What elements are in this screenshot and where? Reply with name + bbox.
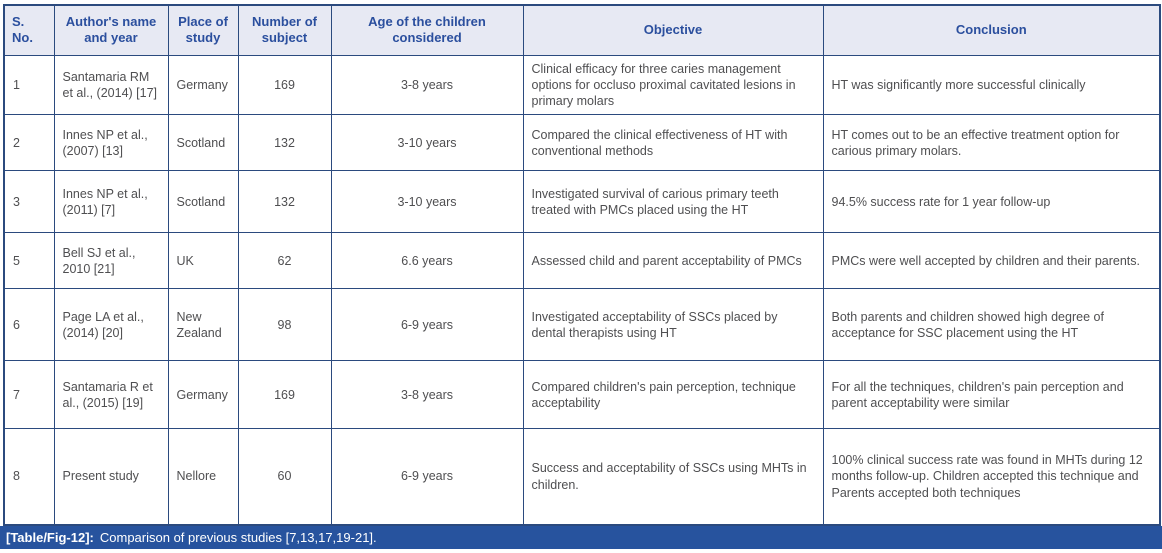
cell-author: Innes NP et al., (2011) [7]	[53, 170, 169, 234]
cell-place: Germany	[167, 54, 239, 116]
cell-place: UK	[167, 232, 239, 290]
cell-age: 6.6 years	[330, 232, 524, 290]
cell-age: 3-10 years	[330, 114, 524, 172]
cell-conclusion: Both parents and children showed high de…	[822, 288, 1161, 362]
cell-age: 3-8 years	[330, 360, 524, 430]
cell-objective: Investigated survival of carious primary…	[522, 170, 824, 234]
comparison-table: S. No. Author's name and year Place of s…	[3, 4, 1161, 526]
cell-subjects: 62	[237, 232, 332, 290]
table-row: 8 Present study Nellore 60 6-9 years Suc…	[3, 428, 1161, 526]
header-conclusion: Conclusion	[822, 4, 1161, 56]
cell-subjects: 132	[237, 114, 332, 172]
cell-conclusion: 94.5% success rate for 1 year follow-up	[822, 170, 1161, 234]
header-age: Age of the children considered	[330, 4, 524, 56]
cell-author: Innes NP et al., (2007) [13]	[53, 114, 169, 172]
table-header-row: S. No. Author's name and year Place of s…	[3, 4, 1161, 56]
cell-objective: Success and acceptability of SSCs using …	[522, 428, 824, 526]
table-row: 7 Santamaria R et al., (2015) [19] Germa…	[3, 360, 1161, 430]
cell-objective: Investigated acceptability of SSCs place…	[522, 288, 824, 362]
cell-sno: 6	[3, 288, 55, 362]
header-place: Place of study	[167, 4, 239, 56]
cell-place: New Zealand	[167, 288, 239, 362]
cell-objective: Compared the clinical effectiveness of H…	[522, 114, 824, 172]
cell-conclusion: HT comes out to be an effective treatmen…	[822, 114, 1161, 172]
cell-age: 3-8 years	[330, 54, 524, 116]
cell-objective: Compared children's pain perception, tec…	[522, 360, 824, 430]
table-row: 2 Innes NP et al., (2007) [13] Scotland …	[3, 114, 1161, 172]
cell-objective: Clinical efficacy for three caries manag…	[522, 54, 824, 116]
cell-place: Germany	[167, 360, 239, 430]
table-row: 6 Page LA et al., (2014) [20] New Zealan…	[3, 288, 1161, 362]
cell-subjects: 169	[237, 54, 332, 116]
cell-conclusion: PMCs were well accepted by children and …	[822, 232, 1161, 290]
caption-text: Comparison of previous studies [7,13,17,…	[99, 530, 377, 545]
cell-conclusion: HT was significantly more successful cli…	[822, 54, 1161, 116]
cell-author: Page LA et al., (2014) [20]	[53, 288, 169, 362]
cell-subjects: 60	[237, 428, 332, 526]
table-caption-bar: [Table/Fig-12]: Comparison of previous s…	[0, 526, 1162, 549]
cell-subjects: 132	[237, 170, 332, 234]
cell-age: 6-9 years	[330, 288, 524, 362]
caption-label: [Table/Fig-12]:	[6, 530, 94, 545]
cell-sno: 5	[3, 232, 55, 290]
header-subjects: Number of subject	[237, 4, 332, 56]
cell-place: Scotland	[167, 114, 239, 172]
cell-sno: 3	[3, 170, 55, 234]
cell-subjects: 169	[237, 360, 332, 430]
table-row: 5 Bell SJ et al., 2010 [21] UK 62 6.6 ye…	[3, 232, 1161, 290]
header-sno: S. No.	[3, 4, 55, 56]
header-objective: Objective	[522, 4, 824, 56]
header-author: Author's name and year	[53, 4, 169, 56]
cell-subjects: 98	[237, 288, 332, 362]
cell-conclusion: 100% clinical success rate was found in …	[822, 428, 1161, 526]
cell-age: 3-10 years	[330, 170, 524, 234]
cell-conclusion: For all the techniques, children's pain …	[822, 360, 1161, 430]
cell-age: 6-9 years	[330, 428, 524, 526]
cell-author: Bell SJ et al., 2010 [21]	[53, 232, 169, 290]
cell-sno: 7	[3, 360, 55, 430]
cell-objective: Assessed child and parent acceptability …	[522, 232, 824, 290]
table-row: 1 Santamaria RM et al., (2014) [17] Germ…	[3, 54, 1161, 116]
cell-sno: 1	[3, 54, 55, 116]
cell-author: Santamaria R et al., (2015) [19]	[53, 360, 169, 430]
cell-author: Santamaria RM et al., (2014) [17]	[53, 54, 169, 116]
cell-sno: 8	[3, 428, 55, 526]
table-row: 3 Innes NP et al., (2011) [7] Scotland 1…	[3, 170, 1161, 234]
cell-place: Scotland	[167, 170, 239, 234]
cell-place: Nellore	[167, 428, 239, 526]
cell-sno: 2	[3, 114, 55, 172]
cell-author: Present study	[53, 428, 169, 526]
